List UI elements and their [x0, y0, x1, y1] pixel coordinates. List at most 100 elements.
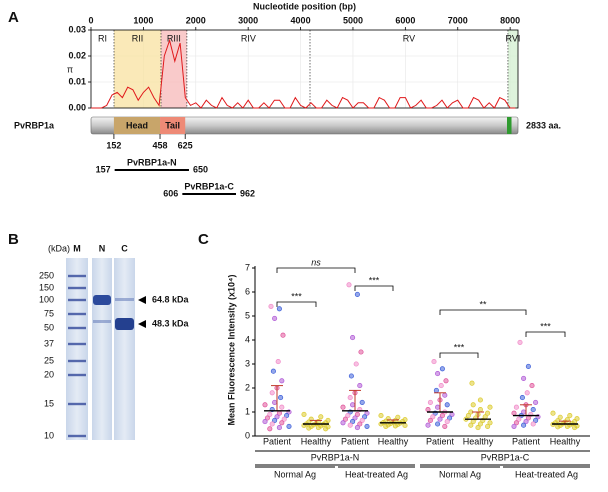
data-point — [378, 413, 384, 419]
data-point — [275, 359, 281, 365]
y-tick-label: 0.02 — [68, 50, 86, 60]
data-point — [383, 423, 389, 429]
y-tick-label: 3 — [245, 358, 250, 368]
data-point — [533, 399, 539, 405]
data-point — [530, 421, 536, 427]
data-point — [264, 415, 270, 421]
data-point — [477, 421, 483, 427]
position-label: 152 — [106, 140, 121, 150]
marker-band — [68, 342, 86, 346]
significance-bracket — [525, 331, 566, 337]
data-point — [362, 414, 368, 420]
band-arrow — [138, 296, 146, 304]
x-tick-label: Healthy — [301, 436, 332, 446]
data-point — [279, 378, 285, 384]
band-label: 64.8 kDa — [152, 294, 190, 304]
construct-name: PvRBP1a-C — [184, 181, 234, 191]
data-point — [425, 407, 431, 413]
significance-bracket — [439, 352, 479, 358]
data-point — [513, 420, 519, 426]
significance-label: *** — [369, 275, 380, 285]
data-point — [524, 390, 530, 396]
data-point — [511, 410, 517, 416]
data-point — [392, 423, 398, 429]
panel-label: A — [8, 9, 19, 26]
data-point — [279, 404, 285, 410]
data-point — [435, 421, 441, 427]
region-band — [507, 30, 518, 108]
data-point — [359, 417, 365, 423]
lane-label: C — [121, 243, 128, 253]
marker-band — [68, 298, 86, 302]
marker-band — [68, 286, 86, 290]
data-point — [267, 426, 273, 432]
data-point — [364, 423, 370, 429]
x-tick-label: 4000 — [291, 15, 311, 25]
data-point — [276, 425, 282, 431]
protein-band — [93, 320, 111, 323]
data-point — [281, 416, 287, 422]
significance-bracket — [439, 309, 527, 315]
marker-label: 20 — [44, 369, 54, 379]
treatment-label: Heat-treated Ag — [515, 469, 578, 479]
data-point — [315, 425, 321, 431]
data-point — [469, 380, 475, 386]
treatment-label: Normal Ag — [439, 469, 481, 479]
domain-label: Tail — [165, 120, 180, 130]
significance-label: *** — [291, 291, 302, 301]
data-point — [262, 402, 268, 408]
data-point — [477, 397, 483, 403]
data-point — [555, 424, 561, 430]
significance-label: *** — [454, 342, 465, 352]
marker-band — [68, 359, 86, 363]
y-tick-label: 0.00 — [68, 102, 86, 112]
y-tick-label: 6 — [245, 286, 250, 296]
marker-band — [68, 434, 86, 438]
data-point — [442, 392, 448, 398]
data-point — [513, 404, 519, 410]
data-point — [268, 303, 274, 309]
gel-lane — [114, 258, 135, 440]
data-point — [354, 291, 360, 297]
data-point — [270, 368, 276, 374]
data-point — [306, 425, 312, 431]
data-point — [357, 383, 363, 389]
data-point — [262, 419, 268, 425]
marker-label: 75 — [44, 308, 54, 318]
data-point — [354, 425, 360, 431]
region-label: RIV — [241, 33, 256, 43]
data-point — [572, 425, 578, 431]
data-point — [517, 339, 523, 345]
antigen-label: PvRBP1a-N — [311, 452, 360, 462]
data-point — [345, 413, 351, 419]
treatment-label: Heat-treated Ag — [345, 469, 408, 479]
data-point — [272, 417, 278, 423]
data-point — [301, 411, 307, 417]
protein-band — [93, 295, 111, 305]
plot-frame — [90, 29, 519, 109]
data-point — [280, 332, 286, 338]
data-point — [529, 383, 535, 389]
y-tick-label: 2 — [245, 382, 250, 392]
x-tick-label: Patient — [512, 436, 541, 446]
data-point — [430, 414, 436, 420]
x-tick-label: 7000 — [448, 15, 468, 25]
y-tick-label: 0.03 — [68, 24, 86, 34]
data-point — [350, 335, 356, 341]
data-point — [550, 410, 556, 416]
data-point — [340, 420, 346, 426]
y-tick-label: 1 — [245, 406, 250, 416]
data-point — [444, 419, 450, 425]
construct-start: 157 — [96, 164, 111, 174]
marker-label: 37 — [44, 338, 54, 348]
data-point — [439, 413, 445, 419]
position-label: 625 — [178, 140, 193, 150]
y-tick-label: 7 — [245, 262, 250, 272]
data-point — [267, 411, 273, 417]
x-tick-label: 0 — [88, 15, 93, 25]
data-point — [318, 414, 324, 420]
data-point — [347, 422, 353, 428]
data-point — [358, 349, 364, 355]
